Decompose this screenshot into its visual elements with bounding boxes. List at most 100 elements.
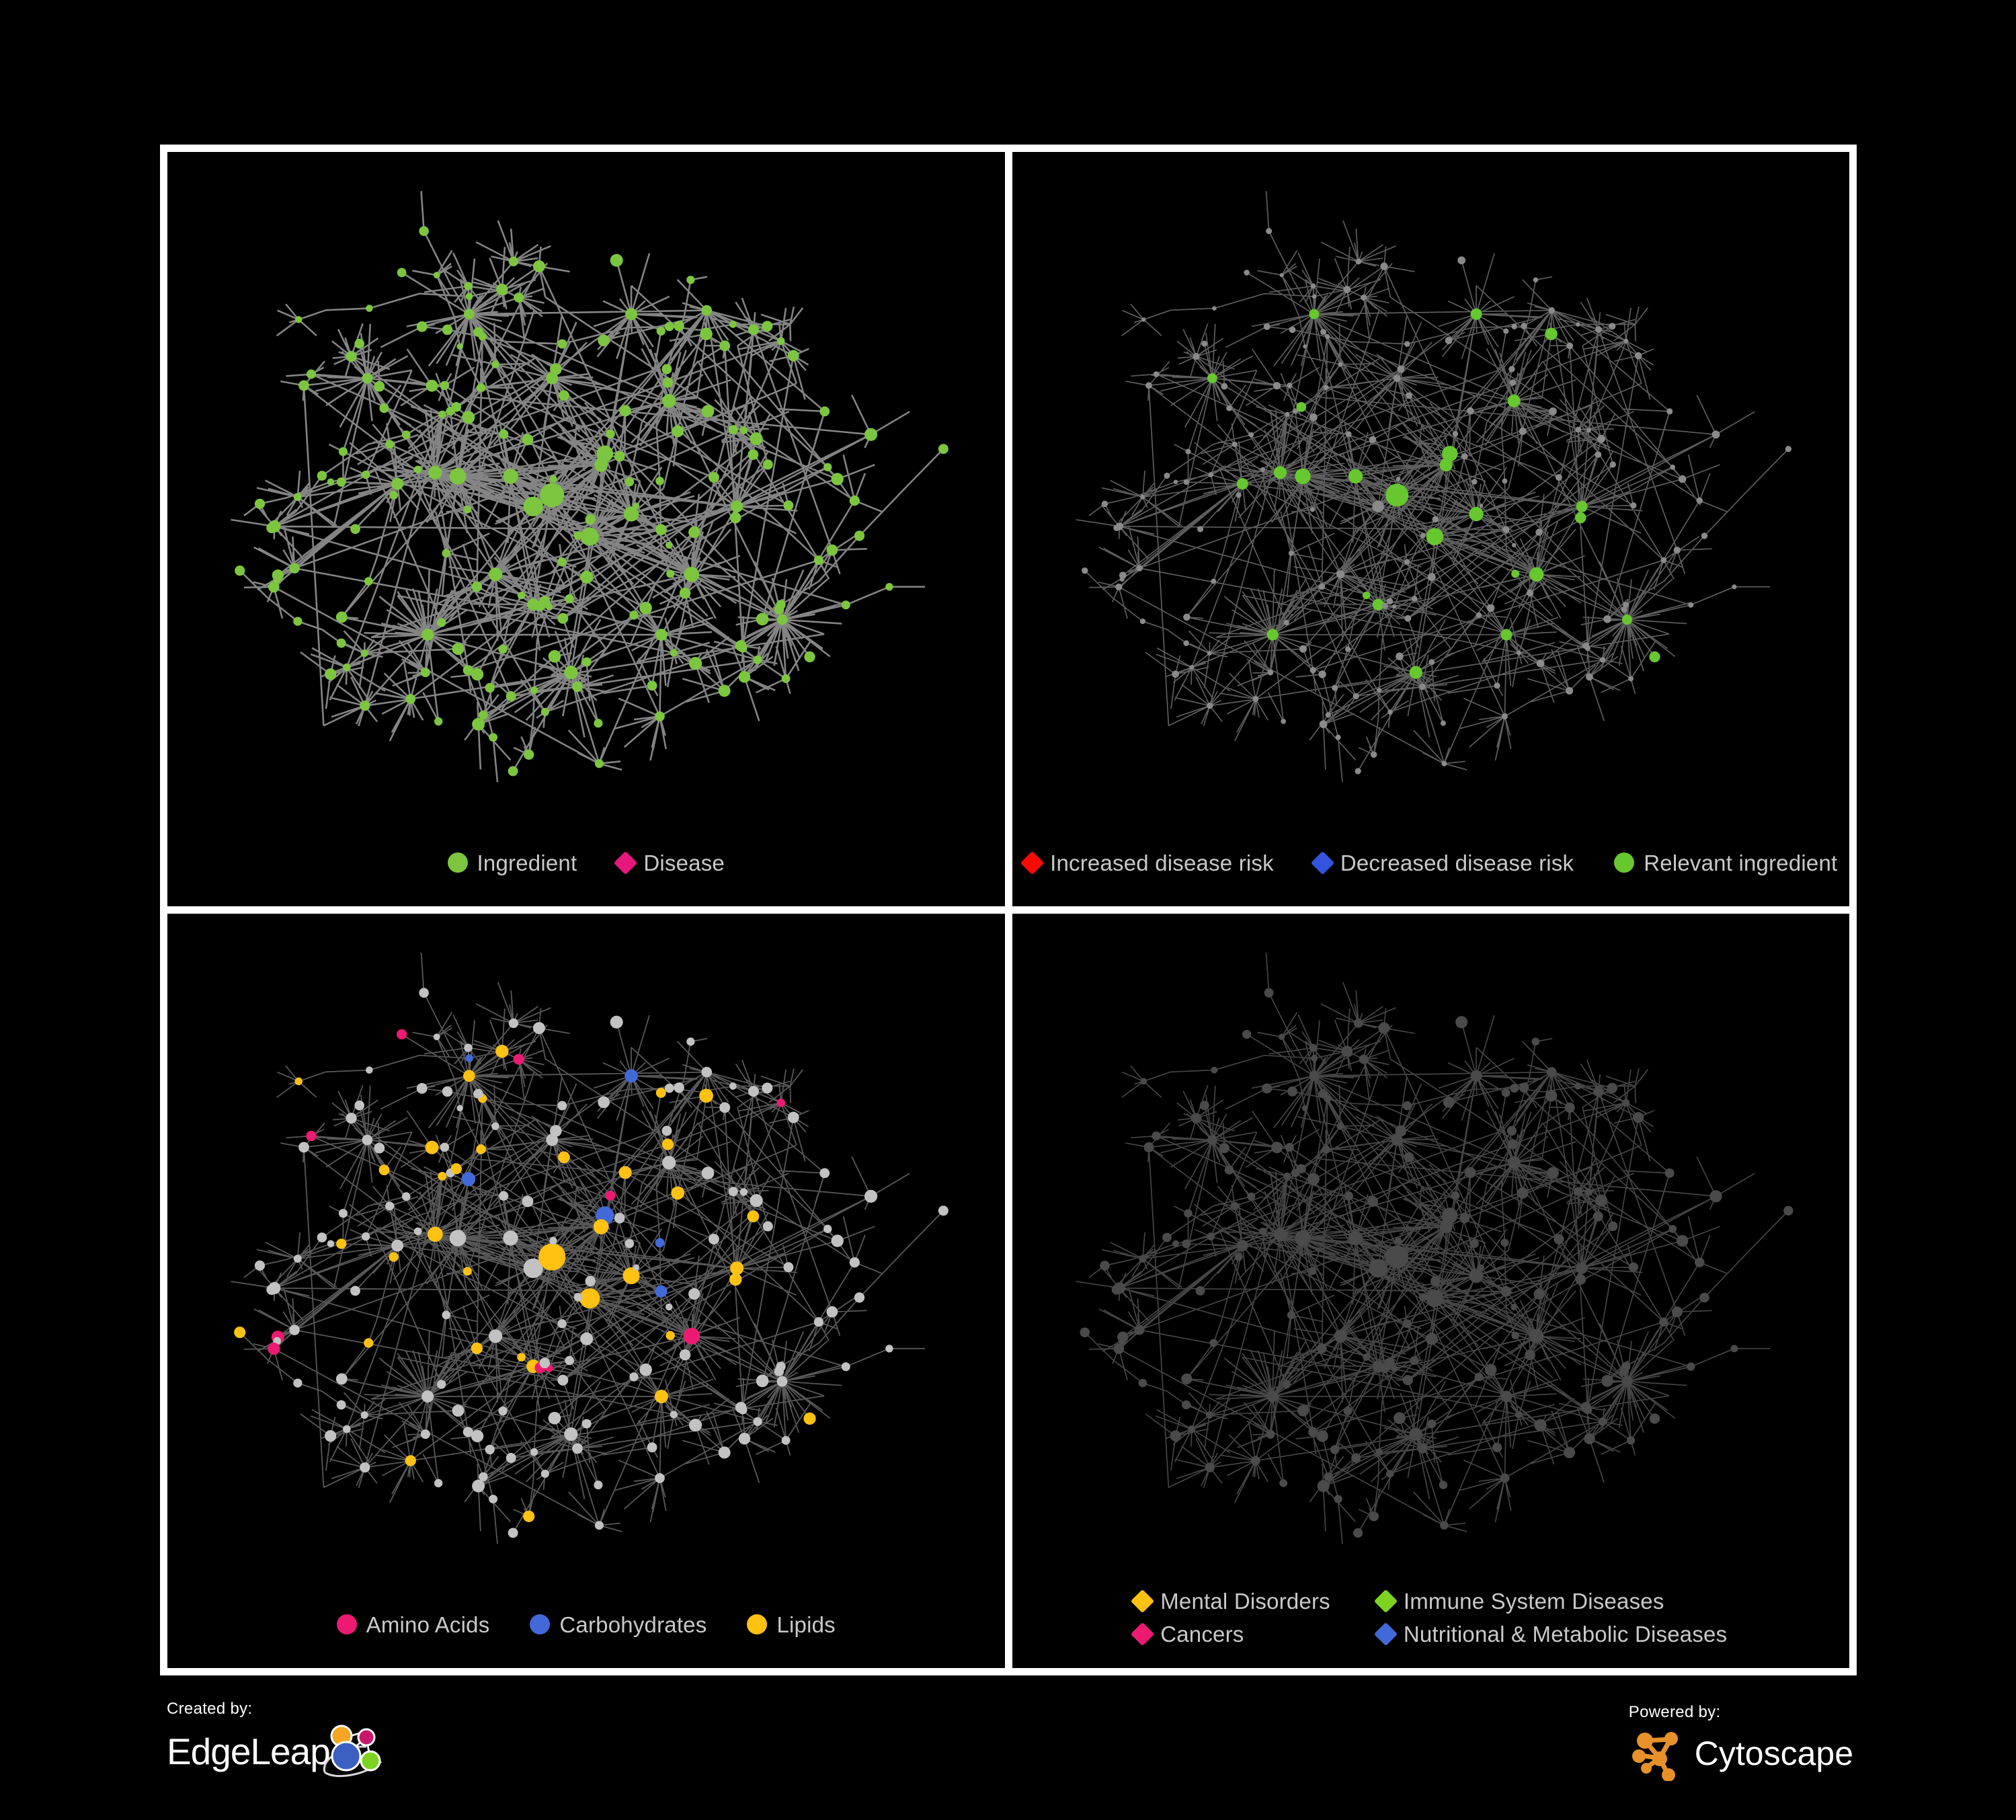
ingredient-node[interactable] <box>1266 629 1279 641</box>
ingredient-node[interactable] <box>688 1288 700 1300</box>
ingredient-node[interactable] <box>1261 1083 1272 1094</box>
ingredient-node[interactable] <box>1353 1528 1363 1538</box>
ingredient-node[interactable] <box>1375 1448 1383 1456</box>
ingredient-node[interactable] <box>1439 1220 1453 1234</box>
ingredient-node[interactable] <box>1711 430 1720 439</box>
ingredient-node[interactable] <box>293 1378 303 1388</box>
ingredient-node[interactable] <box>234 1327 246 1339</box>
ingredient-node[interactable] <box>1182 613 1191 621</box>
ingredient-node[interactable] <box>298 380 309 391</box>
ingredient-node[interactable] <box>1678 475 1686 483</box>
ingredient-node[interactable] <box>1526 590 1533 597</box>
ingredient-node[interactable] <box>1500 1238 1509 1247</box>
ingredient-node[interactable] <box>594 1521 604 1530</box>
ingredient-node[interactable] <box>1576 1262 1588 1274</box>
ingredient-node[interactable] <box>1573 1187 1582 1196</box>
ingredient-node[interactable] <box>1409 1427 1422 1441</box>
ingredient-node[interactable] <box>596 445 614 463</box>
ingredient-node[interactable] <box>826 544 838 556</box>
ingredient-node[interactable] <box>662 394 676 408</box>
ingredient-node[interactable] <box>491 1122 499 1130</box>
ingredient-node[interactable] <box>336 477 346 487</box>
ingredient-node[interactable] <box>1297 1404 1309 1417</box>
ingredient-node[interactable] <box>1181 1239 1191 1249</box>
ingredient-node[interactable] <box>594 759 604 768</box>
ingredient-node[interactable] <box>593 1219 609 1234</box>
ingredient-node[interactable] <box>655 524 667 536</box>
ingredient-node[interactable] <box>1439 1521 1449 1530</box>
ingredient-node[interactable] <box>426 379 438 392</box>
ingredient-node[interactable] <box>1260 467 1265 472</box>
ingredient-node[interactable] <box>647 1442 657 1453</box>
ingredient-node[interactable] <box>479 710 488 720</box>
ingredient-node[interactable] <box>428 465 442 479</box>
ingredient-node[interactable] <box>462 665 473 676</box>
ingredient-node[interactable] <box>489 1329 503 1343</box>
ingredient-node[interactable] <box>1370 751 1377 758</box>
ingredient-node[interactable] <box>540 1469 549 1478</box>
ingredient-node[interactable] <box>1535 528 1543 536</box>
ingredient-node[interactable] <box>708 1234 719 1244</box>
ingredient-node[interactable] <box>1386 598 1393 605</box>
ingredient-node[interactable] <box>1411 596 1417 602</box>
ingredient-node[interactable] <box>1621 615 1632 625</box>
ingredient-node[interactable] <box>1566 342 1573 350</box>
ingredient-node[interactable] <box>1507 1156 1521 1169</box>
ingredient-node[interactable] <box>1731 584 1736 590</box>
ingredient-node[interactable] <box>1308 1267 1316 1275</box>
ingredient-node[interactable] <box>471 668 484 681</box>
ingredient-node[interactable] <box>362 1134 373 1146</box>
ingredient-node[interactable] <box>1284 411 1289 418</box>
ingredient-node[interactable] <box>1265 1429 1275 1439</box>
ingredient-node[interactable] <box>701 1066 713 1078</box>
ingredient-node[interactable] <box>294 1077 303 1086</box>
ingredient-node[interactable] <box>1649 1413 1660 1424</box>
ingredient-node[interactable] <box>522 1195 534 1208</box>
ingredient-node[interactable] <box>618 1166 632 1179</box>
ingredient-node[interactable] <box>266 522 277 534</box>
ingredient-node[interactable] <box>1439 459 1453 472</box>
ingredient-node[interactable] <box>360 1462 370 1473</box>
ingredient-node[interactable] <box>456 1105 463 1111</box>
ingredient-node[interactable] <box>564 1427 578 1441</box>
ingredient-node[interactable] <box>1266 1390 1279 1402</box>
ingredient-node[interactable] <box>1510 323 1517 329</box>
ingredient-node[interactable] <box>405 694 416 704</box>
ingredient-node[interactable] <box>1420 532 1426 539</box>
ingredient-node[interactable] <box>360 701 370 711</box>
ingredient-node[interactable] <box>1243 270 1250 276</box>
ingredient-node[interactable] <box>1629 502 1637 509</box>
ingredient-node[interactable] <box>1536 659 1544 668</box>
ingredient-node[interactable] <box>1220 383 1227 390</box>
ingredient-node[interactable] <box>452 1404 465 1417</box>
ingredient-node[interactable] <box>374 381 385 392</box>
ingredient-node[interactable] <box>776 1361 786 1372</box>
ingredient-node[interactable] <box>671 1186 685 1200</box>
ingredient-node[interactable] <box>1286 383 1293 389</box>
ingredient-node[interactable] <box>1499 1473 1509 1483</box>
ingredient-node[interactable] <box>1493 682 1500 689</box>
ingredient-node[interactable] <box>629 610 639 620</box>
ingredient-node[interactable] <box>506 691 516 701</box>
ingredient-node[interactable] <box>1669 465 1675 470</box>
ingredient-node[interactable] <box>1379 262 1388 270</box>
ingredient-node[interactable] <box>686 1037 695 1046</box>
ingredient-node[interactable] <box>546 1134 559 1146</box>
ingredient-node[interactable] <box>581 657 592 667</box>
ingredient-node[interactable] <box>1285 1142 1294 1152</box>
ingredient-node[interactable] <box>624 1238 635 1249</box>
ingredient-node[interactable] <box>1183 479 1189 485</box>
ingredient-node[interactable] <box>1362 1353 1370 1361</box>
ingredient-node[interactable] <box>254 498 266 510</box>
ingredient-node[interactable] <box>462 1427 473 1437</box>
ingredient-node[interactable] <box>499 1191 509 1201</box>
ingredient-node[interactable] <box>647 680 657 691</box>
ingredient-node[interactable] <box>327 1240 335 1248</box>
ingredient-node[interactable] <box>1501 1089 1510 1097</box>
ingredient-node[interactable] <box>1310 1054 1318 1062</box>
ingredient-node[interactable] <box>729 321 737 328</box>
ingredient-node[interactable] <box>1139 619 1145 625</box>
ingredient-node[interactable] <box>686 276 695 284</box>
ingredient-node[interactable] <box>665 541 673 549</box>
ingredient-node[interactable] <box>374 1142 385 1154</box>
